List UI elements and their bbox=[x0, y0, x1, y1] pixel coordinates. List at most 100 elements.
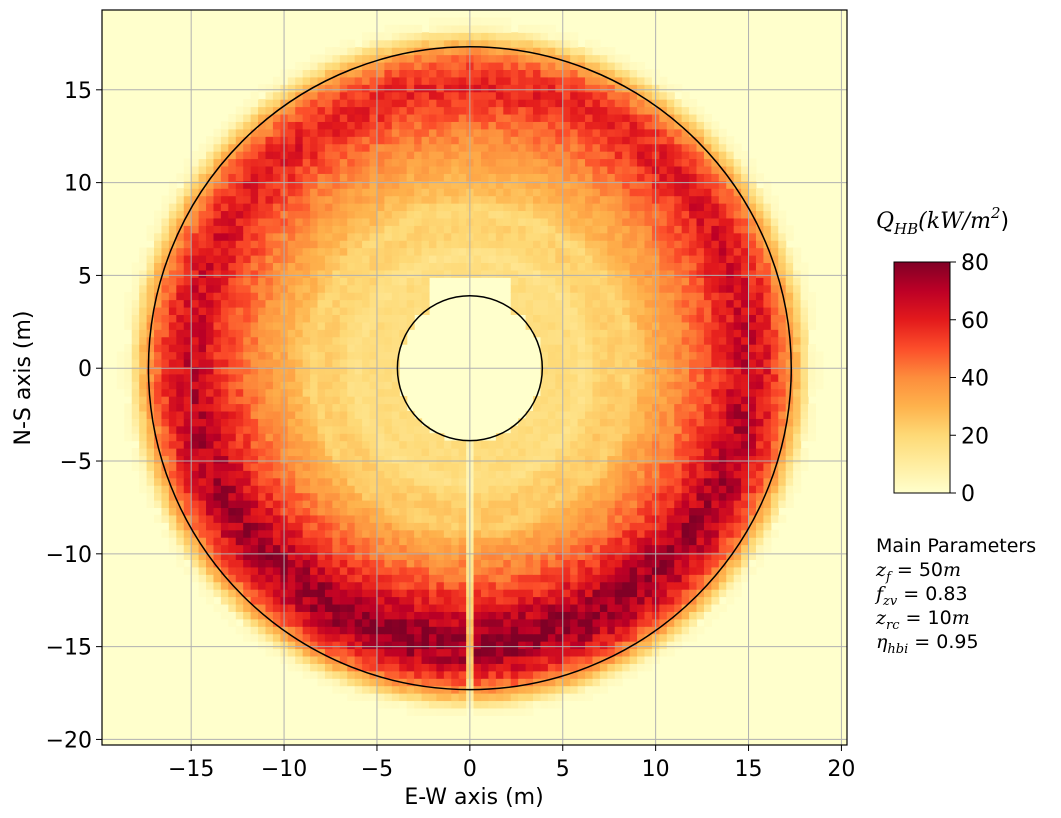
heat-cell bbox=[295, 292, 304, 301]
heat-cell bbox=[384, 507, 393, 516]
heat-cell bbox=[488, 655, 497, 664]
heat-cell bbox=[525, 477, 534, 486]
heat-cell bbox=[302, 514, 311, 523]
heat-cell bbox=[726, 381, 735, 390]
heat-cell bbox=[570, 670, 579, 679]
heat-cell bbox=[622, 566, 631, 575]
heat-cell bbox=[778, 255, 787, 264]
heat-cell bbox=[577, 626, 586, 635]
heat-cell bbox=[332, 462, 341, 471]
heat-cell bbox=[258, 507, 267, 516]
heat-cell bbox=[681, 611, 690, 620]
heat-cell bbox=[726, 232, 735, 241]
heat-cell bbox=[696, 247, 705, 256]
heat-cell bbox=[570, 581, 579, 590]
heat-cell bbox=[347, 210, 356, 219]
heat-cell bbox=[733, 247, 742, 256]
heat-cell bbox=[295, 262, 304, 271]
heat-cell bbox=[755, 462, 764, 471]
heat-cell bbox=[384, 455, 393, 464]
heat-cell bbox=[755, 396, 764, 405]
heat-cell bbox=[272, 292, 281, 301]
heat-cell bbox=[592, 247, 601, 256]
heat-cell bbox=[369, 306, 378, 315]
heat-cell bbox=[235, 262, 244, 271]
heat-cell bbox=[295, 611, 304, 620]
heat-cell bbox=[310, 433, 319, 442]
heat-cell bbox=[414, 299, 423, 308]
heat-cell bbox=[570, 351, 579, 360]
heat-cell bbox=[384, 403, 393, 412]
heat-cell bbox=[741, 217, 750, 226]
heat-cell bbox=[666, 425, 675, 434]
heat-cell bbox=[302, 618, 311, 627]
heat-cell bbox=[317, 240, 326, 249]
heat-cell bbox=[228, 210, 237, 219]
heat-cell bbox=[637, 403, 646, 412]
heat-cell bbox=[607, 544, 616, 553]
heat-cell bbox=[228, 477, 237, 486]
heat-cell bbox=[726, 284, 735, 293]
heat-cell bbox=[354, 336, 363, 345]
heat-cell bbox=[339, 522, 348, 531]
heat-cell bbox=[503, 269, 512, 278]
heat-cell bbox=[295, 329, 304, 338]
heat-cell bbox=[599, 603, 608, 612]
heat-cell bbox=[272, 433, 281, 442]
heat-cell bbox=[585, 611, 594, 620]
heat-cell bbox=[629, 433, 638, 442]
heat-cell bbox=[718, 277, 727, 286]
heat-cell bbox=[265, 269, 274, 278]
heat-cell bbox=[369, 255, 378, 264]
heat-cell bbox=[324, 589, 333, 598]
heat-cell bbox=[473, 232, 482, 241]
heat-cell bbox=[206, 418, 215, 427]
heat-cell bbox=[696, 344, 705, 353]
heat-cell bbox=[310, 358, 319, 367]
heat-cell bbox=[495, 655, 504, 664]
heat-cell bbox=[287, 618, 296, 627]
heat-cell bbox=[562, 663, 571, 672]
heat-cell bbox=[414, 603, 423, 612]
heat-cell bbox=[272, 603, 281, 612]
heat-cell bbox=[711, 373, 720, 382]
heat-cell bbox=[741, 433, 750, 442]
heat-cell bbox=[681, 448, 690, 457]
heat-cell bbox=[800, 344, 809, 353]
heat-cell bbox=[443, 559, 452, 568]
heat-cell bbox=[622, 232, 631, 241]
heat-cell bbox=[458, 611, 467, 620]
heat-cell bbox=[354, 425, 363, 434]
heat-cell bbox=[681, 470, 690, 479]
heat-cell bbox=[718, 247, 727, 256]
heat-cell bbox=[406, 262, 415, 271]
heat-cell bbox=[443, 477, 452, 486]
heat-cell bbox=[674, 306, 683, 315]
heat-cell bbox=[391, 626, 400, 635]
heat-cell bbox=[488, 566, 497, 575]
heat-cell bbox=[577, 217, 586, 226]
heat-cell bbox=[272, 284, 281, 293]
heat-cell bbox=[198, 566, 207, 575]
heat-cell bbox=[748, 537, 757, 546]
heat-cell bbox=[168, 403, 177, 412]
heat-cell bbox=[592, 336, 601, 345]
heat-cell bbox=[324, 522, 333, 531]
heat-cell bbox=[146, 455, 155, 464]
heat-cell bbox=[406, 566, 415, 575]
heat-cell bbox=[703, 314, 712, 323]
heat-cell bbox=[659, 396, 668, 405]
heat-cell bbox=[310, 544, 319, 553]
heat-cell bbox=[220, 448, 229, 457]
heat-cell bbox=[376, 225, 385, 234]
heat-cell bbox=[436, 581, 445, 590]
heat-cell bbox=[637, 410, 646, 419]
heat-cell bbox=[659, 329, 668, 338]
heat-cell bbox=[228, 381, 237, 390]
heat-cell bbox=[443, 537, 452, 546]
heat-cell bbox=[421, 685, 430, 694]
heat-cell bbox=[391, 351, 400, 360]
heat-cell bbox=[451, 232, 460, 241]
heat-cell bbox=[495, 603, 504, 612]
